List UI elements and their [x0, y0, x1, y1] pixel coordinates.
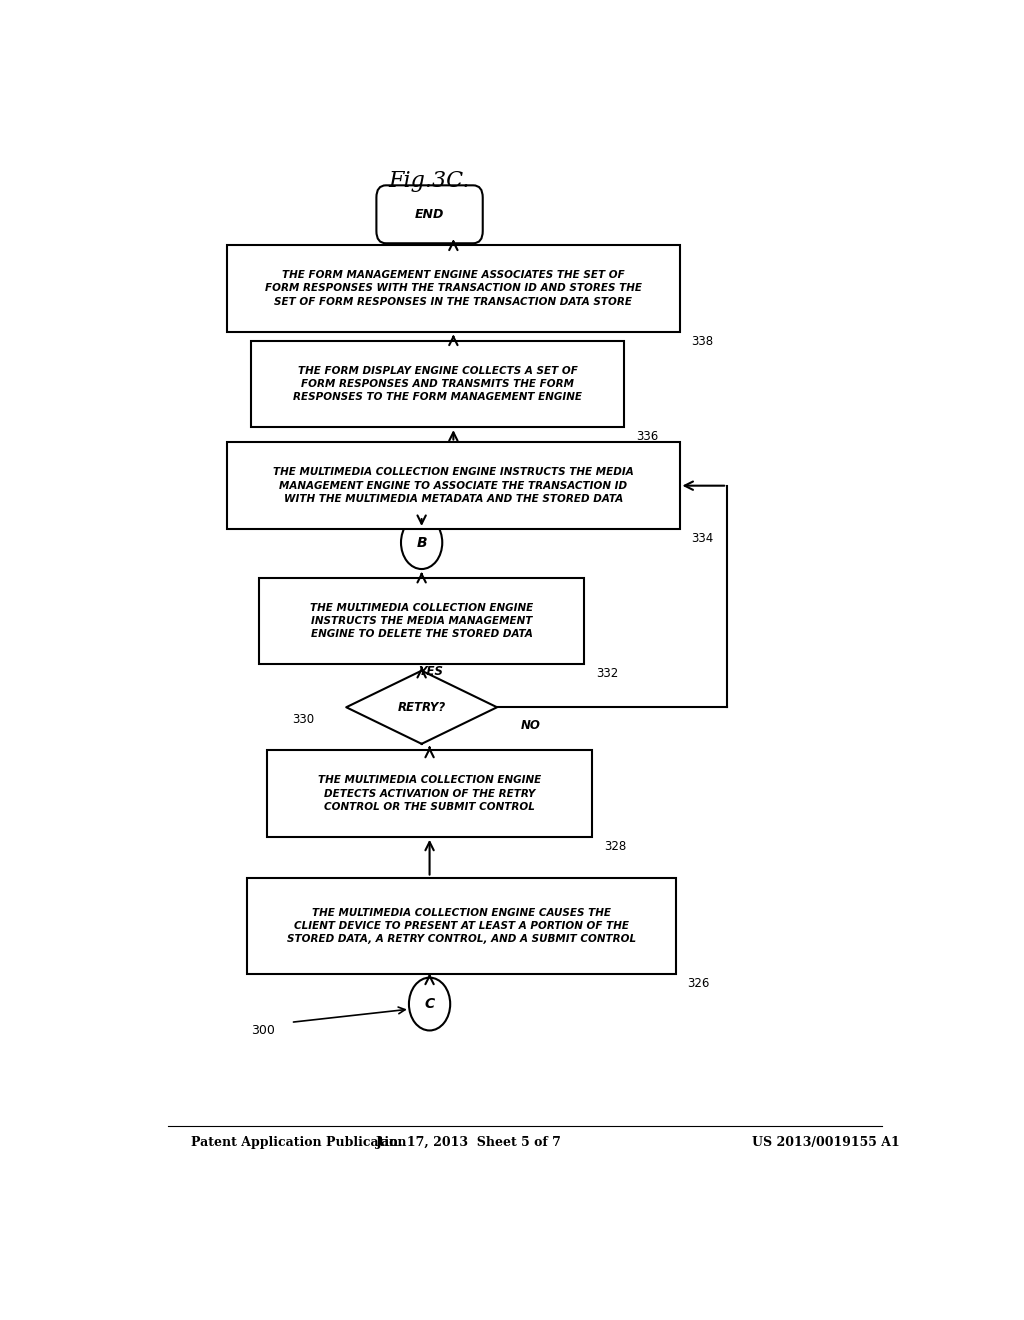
Text: B: B [417, 536, 427, 549]
FancyBboxPatch shape [251, 341, 624, 428]
Text: US 2013/0019155 A1: US 2013/0019155 A1 [753, 1135, 900, 1148]
Circle shape [401, 516, 442, 569]
Text: 328: 328 [604, 840, 627, 853]
Text: 326: 326 [687, 977, 710, 990]
Text: THE MULTIMEDIA COLLECTION ENGINE CAUSES THE
CLIENT DEVICE TO PRESENT AT LEAST A : THE MULTIMEDIA COLLECTION ENGINE CAUSES … [287, 908, 636, 944]
Text: C: C [425, 997, 434, 1011]
Text: THE MULTIMEDIA COLLECTION ENGINE INSTRUCTS THE MEDIA
MANAGEMENT ENGINE TO ASSOCI: THE MULTIMEDIA COLLECTION ENGINE INSTRUC… [273, 467, 634, 504]
FancyBboxPatch shape [259, 578, 585, 664]
Text: RETRY?: RETRY? [397, 701, 445, 714]
Text: 332: 332 [596, 667, 618, 680]
Text: Patent Application Publication: Patent Application Publication [191, 1135, 407, 1148]
Text: 336: 336 [636, 430, 658, 444]
Circle shape [409, 978, 451, 1031]
FancyBboxPatch shape [227, 442, 680, 529]
FancyBboxPatch shape [247, 878, 676, 974]
Text: THE MULTIMEDIA COLLECTION ENGINE
INSTRUCTS THE MEDIA MANAGEMENT
ENGINE TO DELETE: THE MULTIMEDIA COLLECTION ENGINE INSTRUC… [310, 603, 534, 639]
Text: NO: NO [521, 719, 541, 733]
Text: Fig.3C.: Fig.3C. [389, 170, 470, 191]
Text: 338: 338 [691, 335, 714, 347]
Text: Jan. 17, 2013  Sheet 5 of 7: Jan. 17, 2013 Sheet 5 of 7 [376, 1135, 562, 1148]
Text: THE FORM DISPLAY ENGINE COLLECTS A SET OF
FORM RESPONSES AND TRANSMITS THE FORM
: THE FORM DISPLAY ENGINE COLLECTS A SET O… [293, 366, 582, 403]
Text: YES: YES [419, 664, 443, 677]
Text: 300: 300 [251, 1024, 274, 1038]
FancyBboxPatch shape [267, 751, 592, 837]
Text: 334: 334 [691, 532, 714, 545]
FancyBboxPatch shape [377, 185, 482, 243]
Text: THE FORM MANAGEMENT ENGINE ASSOCIATES THE SET OF
FORM RESPONSES WITH THE TRANSAC: THE FORM MANAGEMENT ENGINE ASSOCIATES TH… [265, 271, 642, 306]
Text: THE MULTIMEDIA COLLECTION ENGINE
DETECTS ACTIVATION OF THE RETRY
CONTROL OR THE : THE MULTIMEDIA COLLECTION ENGINE DETECTS… [317, 775, 542, 812]
Text: 330: 330 [293, 713, 314, 726]
FancyBboxPatch shape [227, 246, 680, 331]
Text: END: END [415, 207, 444, 220]
